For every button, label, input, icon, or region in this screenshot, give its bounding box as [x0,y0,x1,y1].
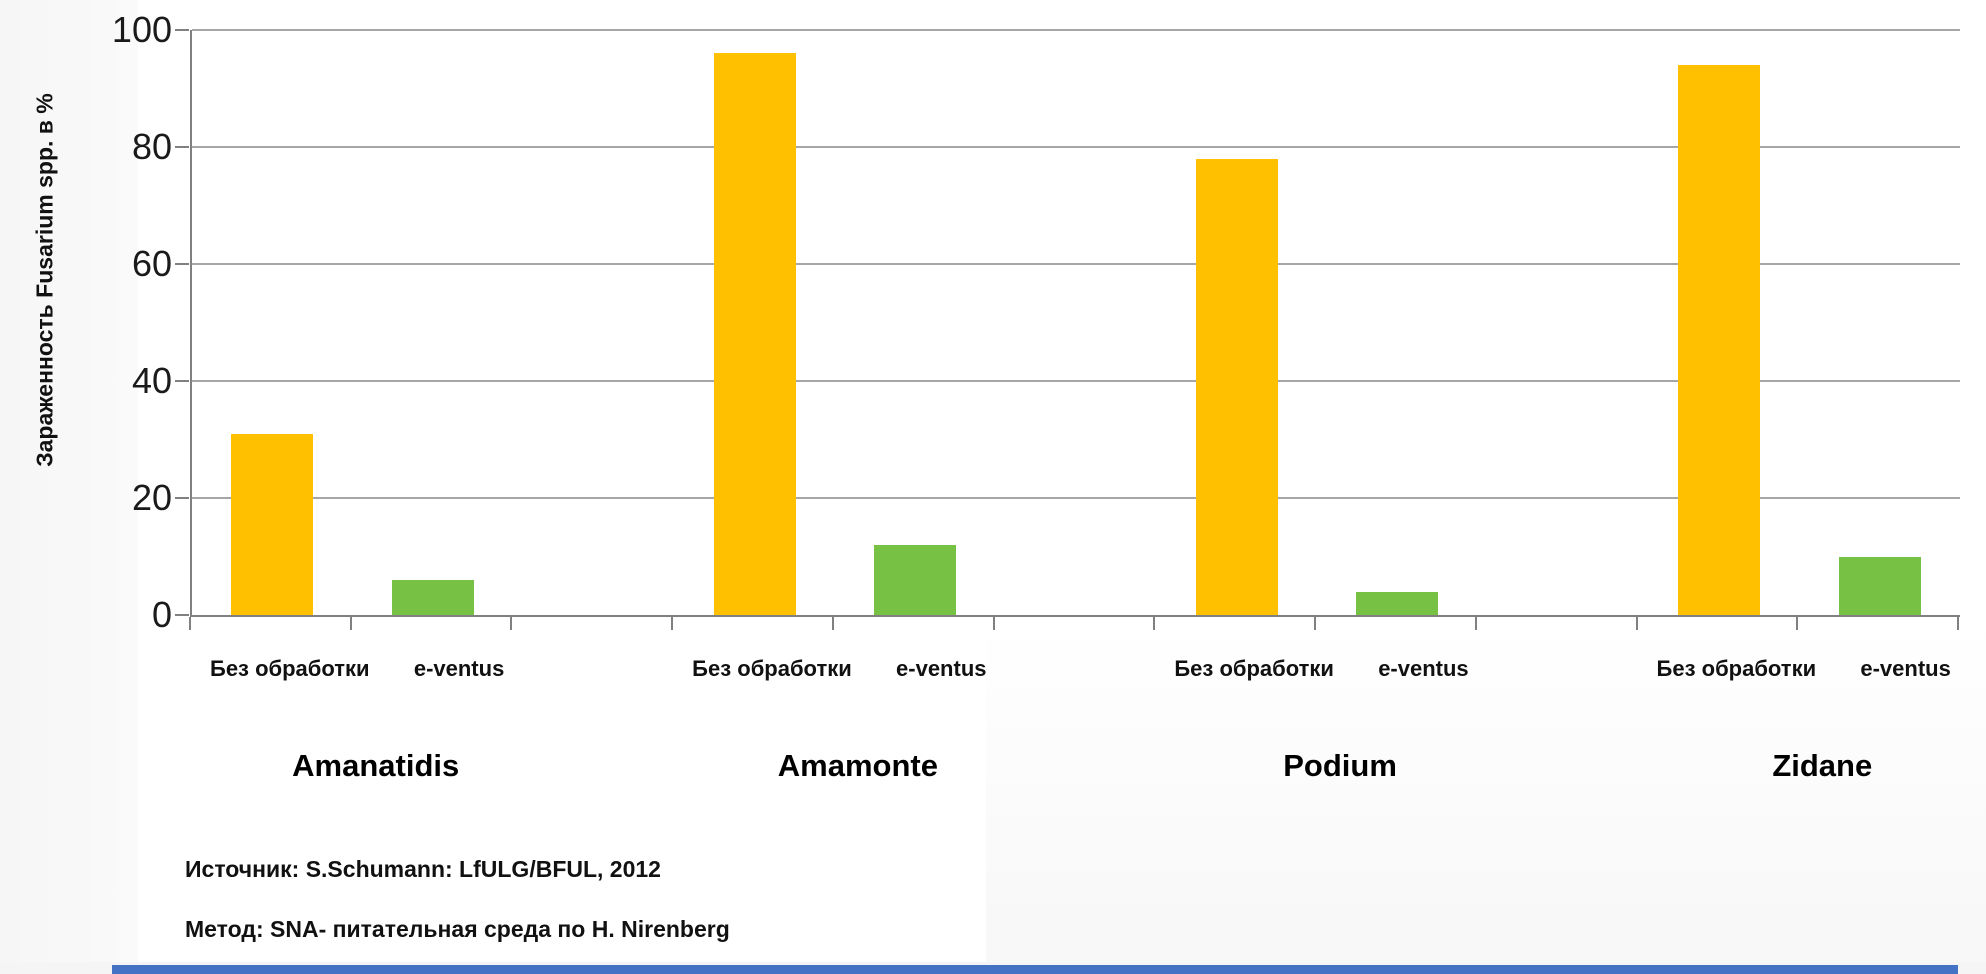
group-label-podium: Podium [1283,748,1397,783]
y-tick-label-60: 60 [131,243,172,284]
x-tick-mark-5 [992,617,995,630]
group-label-amamonte: Amamonte [777,748,938,783]
left-margin-background [0,0,138,974]
treatment-label-podium-untreated: Без обработки [1174,656,1334,681]
treatment-label-amamonte-untreated: Без обработки [692,656,852,681]
bar-podium-e-ventus [1356,591,1439,615]
y-tick-label-40: 40 [131,360,172,401]
x-tick-mark-4 [831,617,834,630]
x-tick-mark-1 [349,617,352,630]
treatment-label-amanatidis-e-ventus: e-ventus [413,656,505,681]
x-tick-mark-3 [671,617,674,630]
source-note: Источник: S.Schumann: LfULG/BFUL, 2012 [185,856,661,882]
bar-amanatidis-e-ventus [392,579,475,615]
gridline-60 [192,263,1960,265]
x-tick-mark-11 [1957,617,1959,630]
gridline-40 [192,380,1960,382]
x-tick-mark-8 [1474,617,1477,630]
group-label-amanatidis: Amanatidis [292,748,460,783]
lower-right-background [986,620,1986,974]
bar-amamonte-e-ventus [874,544,957,615]
y-tick-label-20: 20 [131,477,172,518]
x-tick-mark-0 [189,617,191,630]
treatment-label-amamonte-e-ventus: e-ventus [896,656,987,681]
gridline-20 [192,497,1960,499]
treatment-label-zidane-e-ventus: e-ventus [1860,656,1951,681]
group-label-zidane: Zidane [1772,748,1873,783]
y-tick-mark-0 [175,614,189,616]
bar-zidane-untreated [1677,65,1760,615]
y-tick-label-80: 80 [131,126,172,167]
x-tick-mark-2 [510,617,513,630]
x-tick-mark-10 [1796,617,1799,630]
bottom-accent-bar [112,965,1958,974]
gridline-80 [192,146,1960,148]
gridline-100 [192,29,1960,31]
bar-zidane-e-ventus [1838,556,1921,615]
plot-area [190,29,1960,617]
x-tick-mark-9 [1635,617,1638,630]
y-tick-mark-40 [175,380,189,382]
method-note: Метод: SNA- питательная среда по H. Nire… [185,916,730,942]
y-tick-mark-60 [175,263,189,265]
bar-podium-untreated [1195,158,1278,615]
treatment-label-zidane-untreated: Без обработки [1656,656,1817,681]
y-tick-mark-100 [175,29,189,31]
y-tick-mark-20 [175,497,189,499]
y-tick-mark-80 [175,146,189,148]
treatment-label-podium-e-ventus: e-ventus [1378,656,1469,681]
x-tick-mark-6 [1153,617,1156,630]
y-tick-label-100: 100 [111,9,172,50]
bar-amamonte-untreated [713,53,796,615]
bar-amanatidis-untreated [231,433,314,615]
y-tick-label-0: 0 [151,594,172,635]
treatment-label-amanatidis-untreated: Без обработки [210,656,370,681]
x-tick-mark-7 [1314,617,1317,630]
